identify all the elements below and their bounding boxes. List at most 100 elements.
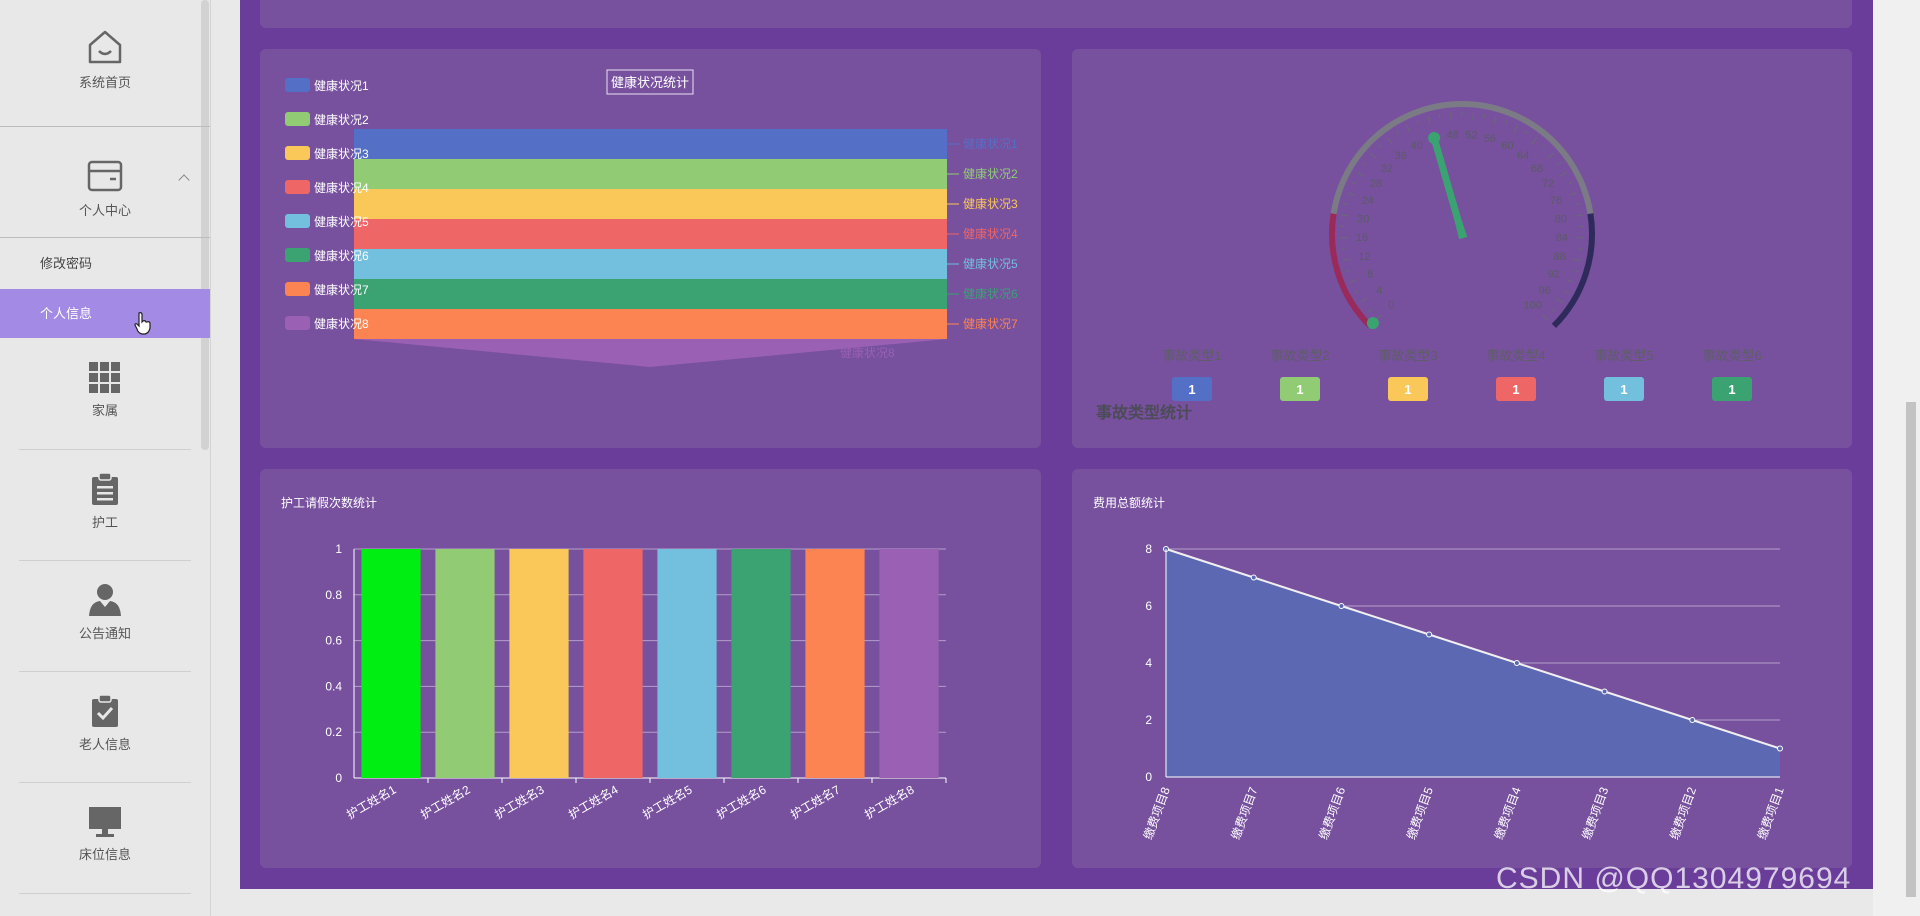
gauge-value-label: 1 (1728, 382, 1735, 397)
gauge-tick (1559, 171, 1568, 177)
bar-x-tick-label: 护工姓名3 (492, 781, 547, 821)
funnel-band (354, 219, 947, 249)
gauge-category-label: 事故类型5 (1594, 348, 1653, 363)
health-panel: 健康状况统计 健康状况1 健康状况2 健康状况3 健康状况4 健康状况5 健康状况6 健康状况… (260, 49, 1041, 448)
gauge-tick-label: 84 (1556, 232, 1568, 244)
main-scrollbar-thumb[interactable] (1906, 402, 1916, 897)
nav-notice[interactable]: 公告通知 (0, 583, 210, 642)
gauge-tick (1370, 152, 1377, 159)
legend-swatch (285, 214, 310, 228)
gauge-tick (1542, 144, 1546, 149)
area-y-tick-label: 6 (1145, 599, 1152, 613)
gauge-tick (1576, 203, 1581, 206)
bar (805, 549, 865, 778)
nav-change-password[interactable]: 修改密码 (0, 239, 210, 288)
legend-label: 健康状况3 (314, 146, 369, 161)
gauge-tick-label: 8 (1367, 269, 1373, 281)
gauge-progress-start (1366, 317, 1379, 330)
gauge-tick (1367, 308, 1372, 313)
area-y-tick-label: 0 (1145, 770, 1152, 784)
gauge-tick (1531, 137, 1538, 145)
area-point (1689, 717, 1696, 723)
gauge-tick-label: 28 (1370, 178, 1382, 190)
sidebar-scrollbar[interactable] (201, 0, 209, 450)
legend-swatch (285, 282, 310, 296)
gauge-value-label: 1 (1512, 382, 1519, 397)
gauge-tick (1573, 258, 1582, 262)
divider (19, 782, 191, 783)
area-x-tick-label: 缴费项目8 (1140, 785, 1173, 842)
funnel-band (354, 249, 947, 279)
leave-chart-title: 护工请假次数统计 (281, 496, 378, 510)
gauge-tick-label: 76 (1550, 195, 1562, 207)
gauge-tick (1568, 181, 1573, 185)
gauge-tick (1340, 248, 1345, 250)
funnel-label: 健康状况4 (963, 226, 1018, 241)
gauge-value-label: 1 (1296, 382, 1303, 397)
gauge-tick (1354, 290, 1359, 294)
bar-y-tick-label: 0.2 (325, 725, 342, 739)
area-x-tick-label: 缴费项目3 (1579, 785, 1612, 842)
gauge-tick (1427, 116, 1431, 125)
funnel-band (354, 309, 947, 339)
gauge-tick-label: 36 (1395, 150, 1407, 162)
area-x-tick-label: 缴费项目7 (1228, 785, 1261, 842)
funnel-label: 健康状况1 (963, 136, 1018, 151)
gauge-tick (1483, 114, 1486, 119)
bar-x-tick-label: 护工姓名7 (788, 781, 843, 821)
gauge-tick (1360, 297, 1368, 303)
area-x-tick-label: 缴费项目5 (1403, 785, 1436, 842)
gauge-tick-label: 56 (1484, 133, 1496, 145)
bar-x-tick-label: 护工姓名2 (418, 781, 473, 821)
nav-home[interactable]: 系统首页 (0, 28, 210, 91)
funnel-title-box (606, 69, 694, 95)
funnel-title: 健康状况统计 (611, 75, 689, 90)
nav-caregiver[interactable]: 护工 (0, 472, 210, 531)
gauge-tick (1342, 258, 1351, 262)
divider (0, 237, 210, 238)
gauge-tick-label: 92 (1548, 269, 1560, 281)
gauge-tick (1574, 214, 1583, 217)
gauge-tick (1343, 203, 1348, 206)
area-point (1426, 631, 1433, 638)
bar-x-tick-label: 护工姓名6 (714, 781, 769, 821)
gauge-tick (1378, 144, 1382, 149)
gauge-tick (1396, 130, 1400, 135)
divider (19, 449, 191, 450)
legend-label: 健康状况1 (314, 78, 369, 93)
gauge-tick (1556, 297, 1564, 303)
area-point (1777, 745, 1783, 752)
area-point (1250, 574, 1257, 581)
bar-x-tick-label: 护工姓名8 (862, 781, 917, 821)
legend-swatch (285, 248, 310, 262)
user-icon (89, 584, 121, 616)
nav-personal-info[interactable]: 个人信息 (0, 289, 210, 338)
watermark: CSDN @QQ1304979694 (1496, 862, 1852, 895)
gauge-tick (1356, 171, 1365, 177)
gauge-needle-tip (1428, 131, 1441, 144)
nav-elder-info[interactable]: 老人信息 (0, 694, 210, 753)
bar (583, 549, 643, 778)
gauge-category-label: 事故类型2 (1270, 348, 1329, 363)
nav-personal-center[interactable]: 个人中心 (0, 158, 210, 219)
gauge-tick-label: 48 (1446, 129, 1458, 141)
gauge-tick (1524, 130, 1528, 135)
grid-icon (89, 362, 120, 393)
area-y-tick-label: 2 (1145, 713, 1152, 727)
gauge-tick (1504, 120, 1508, 125)
funnel-label: 健康状况3 (963, 196, 1018, 211)
area-point (1601, 688, 1608, 695)
funnel-label: 健康状况5 (963, 256, 1018, 271)
nav-bed-info[interactable]: 床位信息 (0, 806, 210, 863)
area-fill (1166, 549, 1780, 777)
gauge-tick-label: 16 (1356, 232, 1368, 244)
leave-bar-chart: 0 0.2 0.4 0.6 0.8 1 护工姓名1 护工姓名2 护工姓名3 护工姓名4 护工姓名5 护… (325, 542, 947, 822)
hand-cursor-icon (134, 312, 151, 335)
legend-swatch (285, 180, 310, 194)
gauge-tick (1406, 125, 1411, 133)
gauge-tick (1450, 112, 1452, 121)
gauge-value-box (1712, 377, 1752, 401)
funnel-band (354, 339, 947, 367)
gauge-tick (1566, 278, 1575, 283)
nav-family[interactable]: 家属 (0, 362, 210, 419)
